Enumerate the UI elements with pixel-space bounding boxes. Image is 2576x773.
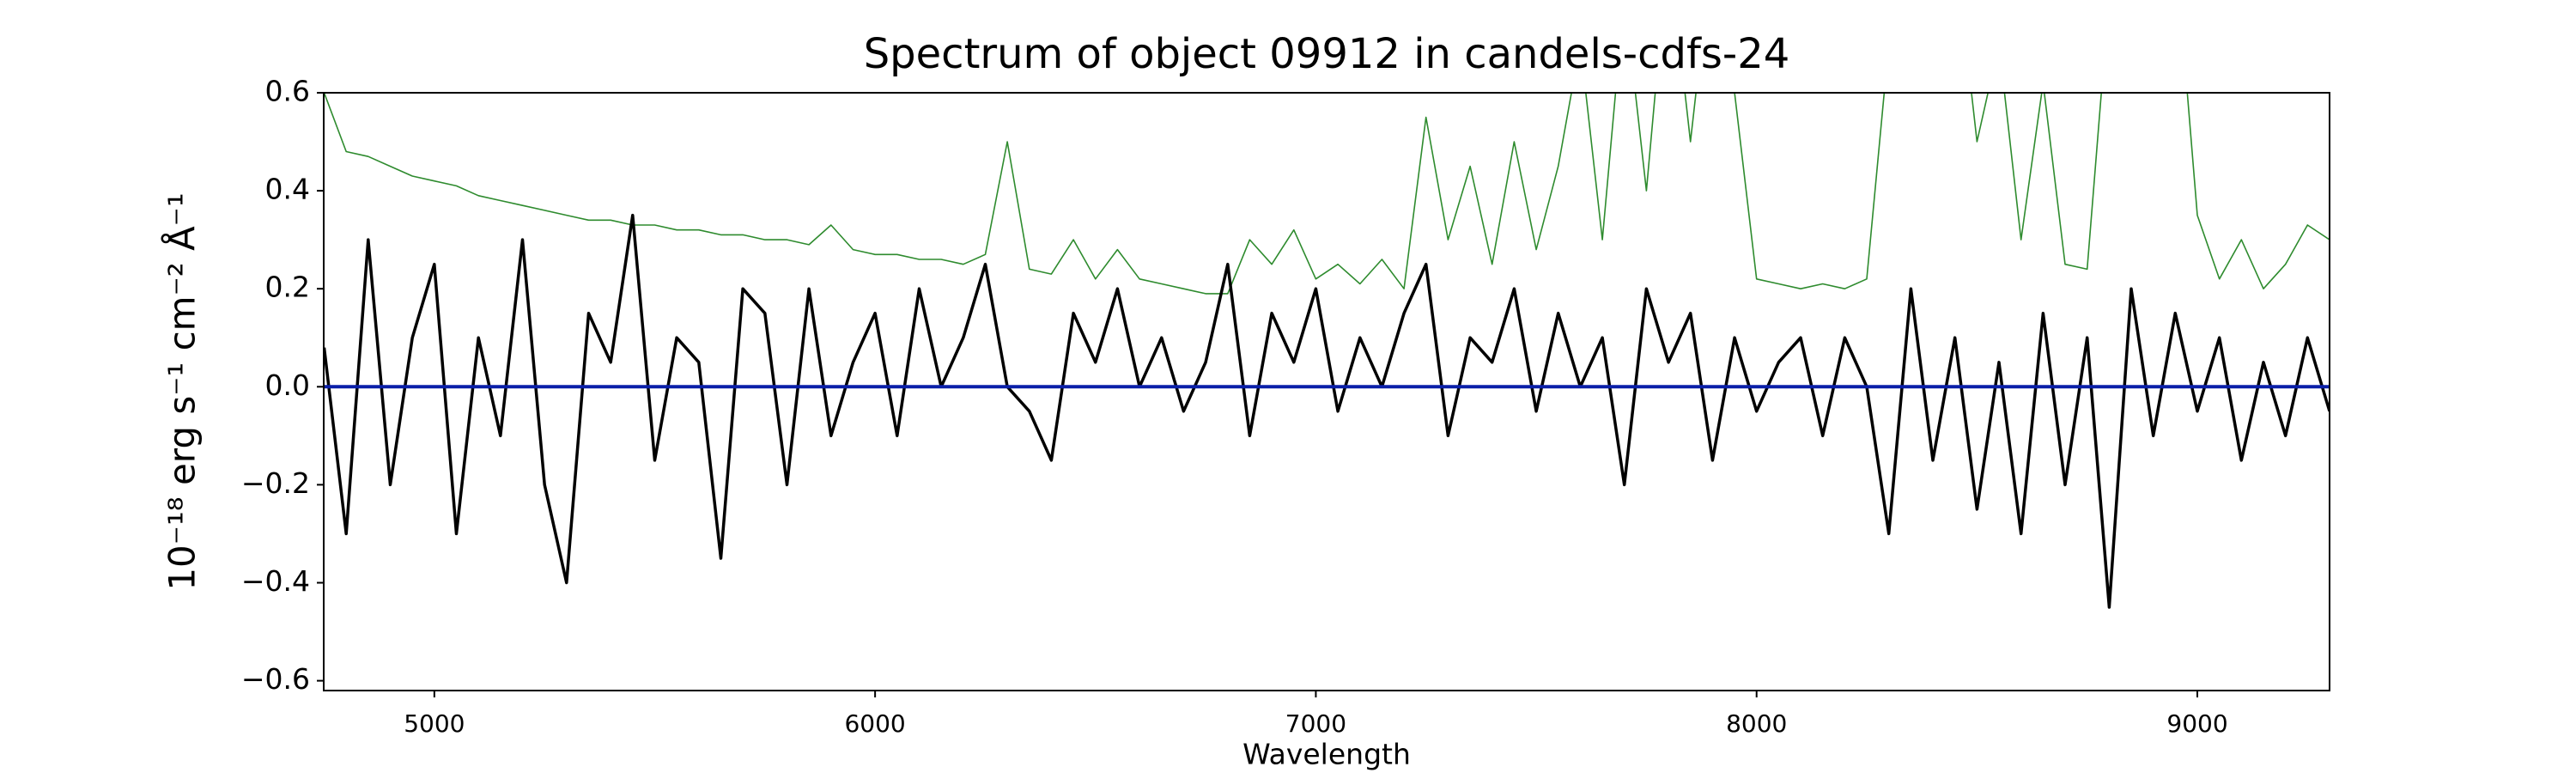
x-tick-label: 5000: [404, 709, 465, 738]
chart-title: Spectrum of object 09912 in candels-cdfs…: [864, 30, 1790, 78]
y-axis-label: 10⁻¹⁸ erg s⁻¹ cm⁻² Å⁻¹: [161, 192, 204, 590]
x-tick-label: 7000: [1285, 709, 1346, 738]
spectrum-line: [324, 213, 2330, 609]
y-tick-label: 0.2: [265, 271, 310, 304]
y-tick-label: 0.6: [265, 75, 310, 108]
y-tick-label: −0.4: [241, 564, 310, 598]
x-axis-label: Wavelength: [1242, 738, 1411, 771]
x-tick-label: 6000: [844, 709, 905, 738]
y-tick-label: −0.2: [241, 466, 310, 500]
y-tick-label: 0.4: [265, 173, 310, 206]
spectrum-line: [324, 93, 2330, 295]
x-tick-label: 8000: [1726, 709, 1787, 738]
x-tick-label: 9000: [2166, 709, 2227, 738]
y-tick-label: 0.0: [265, 368, 310, 402]
plot-frame: [323, 92, 2330, 691]
y-tick-label: −0.6: [241, 662, 310, 696]
